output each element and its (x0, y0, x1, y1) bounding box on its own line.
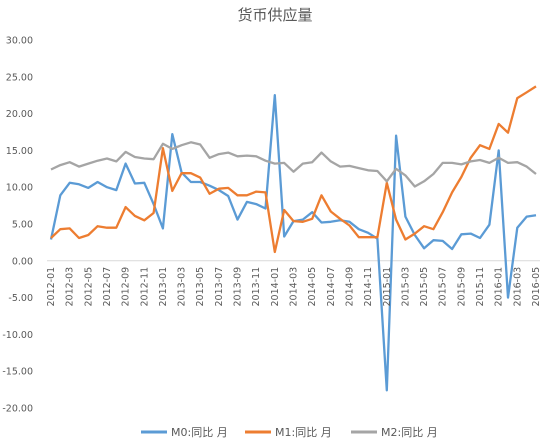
x-tick-label: 2016-01 (494, 267, 505, 307)
x-tick-label: 2014-03 (289, 267, 300, 307)
x-tick-label: 2015-07 (438, 267, 449, 307)
y-tick-label: 25.00 (6, 72, 33, 83)
y-axis: 30.00 25.00 20.00 15.00 10.00 5.00 0.00 -5.00 -1… (2, 36, 33, 415)
x-tick-label: 2012-01 (46, 267, 57, 307)
x-tick-label: 2013-09 (233, 267, 244, 307)
series-line-m0 (49, 94, 537, 392)
x-axis: 2012-01 2012-03 2012-05 2012-07 2012-09 2012-… (46, 267, 542, 307)
x-tick-label: 2014-11 (363, 267, 374, 307)
legend-label-m1: M1:同比 月 (275, 426, 332, 439)
y-tick-label: -15.00 (2, 367, 33, 378)
x-tick-label: 2012-11 (139, 267, 150, 307)
chart-title: 货币供应量 (237, 6, 312, 24)
x-tick-label: 2016-03 (512, 267, 523, 307)
x-tick-label: 2016-05 (531, 267, 542, 307)
y-tick-label: -10.00 (2, 330, 33, 341)
series-line-m1 (50, 85, 537, 254)
x-tick-label: 2014-09 (344, 267, 355, 307)
x-tick-label: 2012-09 (121, 267, 132, 307)
legend-label-m2: M2:同比 月 (381, 426, 438, 439)
x-tick-label: 2013-11 (251, 267, 262, 307)
x-tick-label: 2013-05 (195, 267, 206, 307)
x-tick-label: 2012-03 (65, 267, 76, 307)
series-line-m2 (50, 141, 537, 188)
x-tick-label: 2014-05 (307, 267, 318, 307)
x-tick-label: 2015-05 (419, 267, 430, 307)
x-tick-label: 2015-11 (475, 267, 486, 307)
x-tick-label: 2013-07 (214, 267, 225, 307)
x-tick-label: 2015-03 (400, 267, 411, 307)
y-tick-label: 5.00 (12, 220, 33, 231)
y-tick-label: 30.00 (6, 36, 33, 47)
y-tick-label: 10.00 (6, 183, 33, 194)
legend: M0:同比 月 M1:同比 月 M2:同比 月 (141, 426, 438, 439)
y-tick-label: -20.00 (2, 404, 33, 415)
x-tick-label: 2012-05 (83, 267, 94, 307)
y-tick-label: 20.00 (6, 109, 33, 120)
legend-label-m0: M0:同比 月 (171, 426, 228, 439)
y-tick-label: -5.00 (8, 293, 33, 304)
y-tick-label: 15.00 (6, 146, 33, 157)
y-tick-label: 0.00 (12, 256, 33, 267)
x-tick-label: 2014-01 (270, 267, 281, 307)
x-tick-label: 2012-07 (102, 267, 113, 307)
x-tick-label: 2014-07 (326, 267, 337, 307)
x-tick-label: 2013-01 (158, 267, 169, 307)
x-tick-label: 2013-03 (177, 267, 188, 307)
series-lines (49, 85, 537, 392)
x-tick-label: 2015-01 (382, 267, 393, 307)
x-tick-label: 2015-09 (456, 267, 467, 307)
